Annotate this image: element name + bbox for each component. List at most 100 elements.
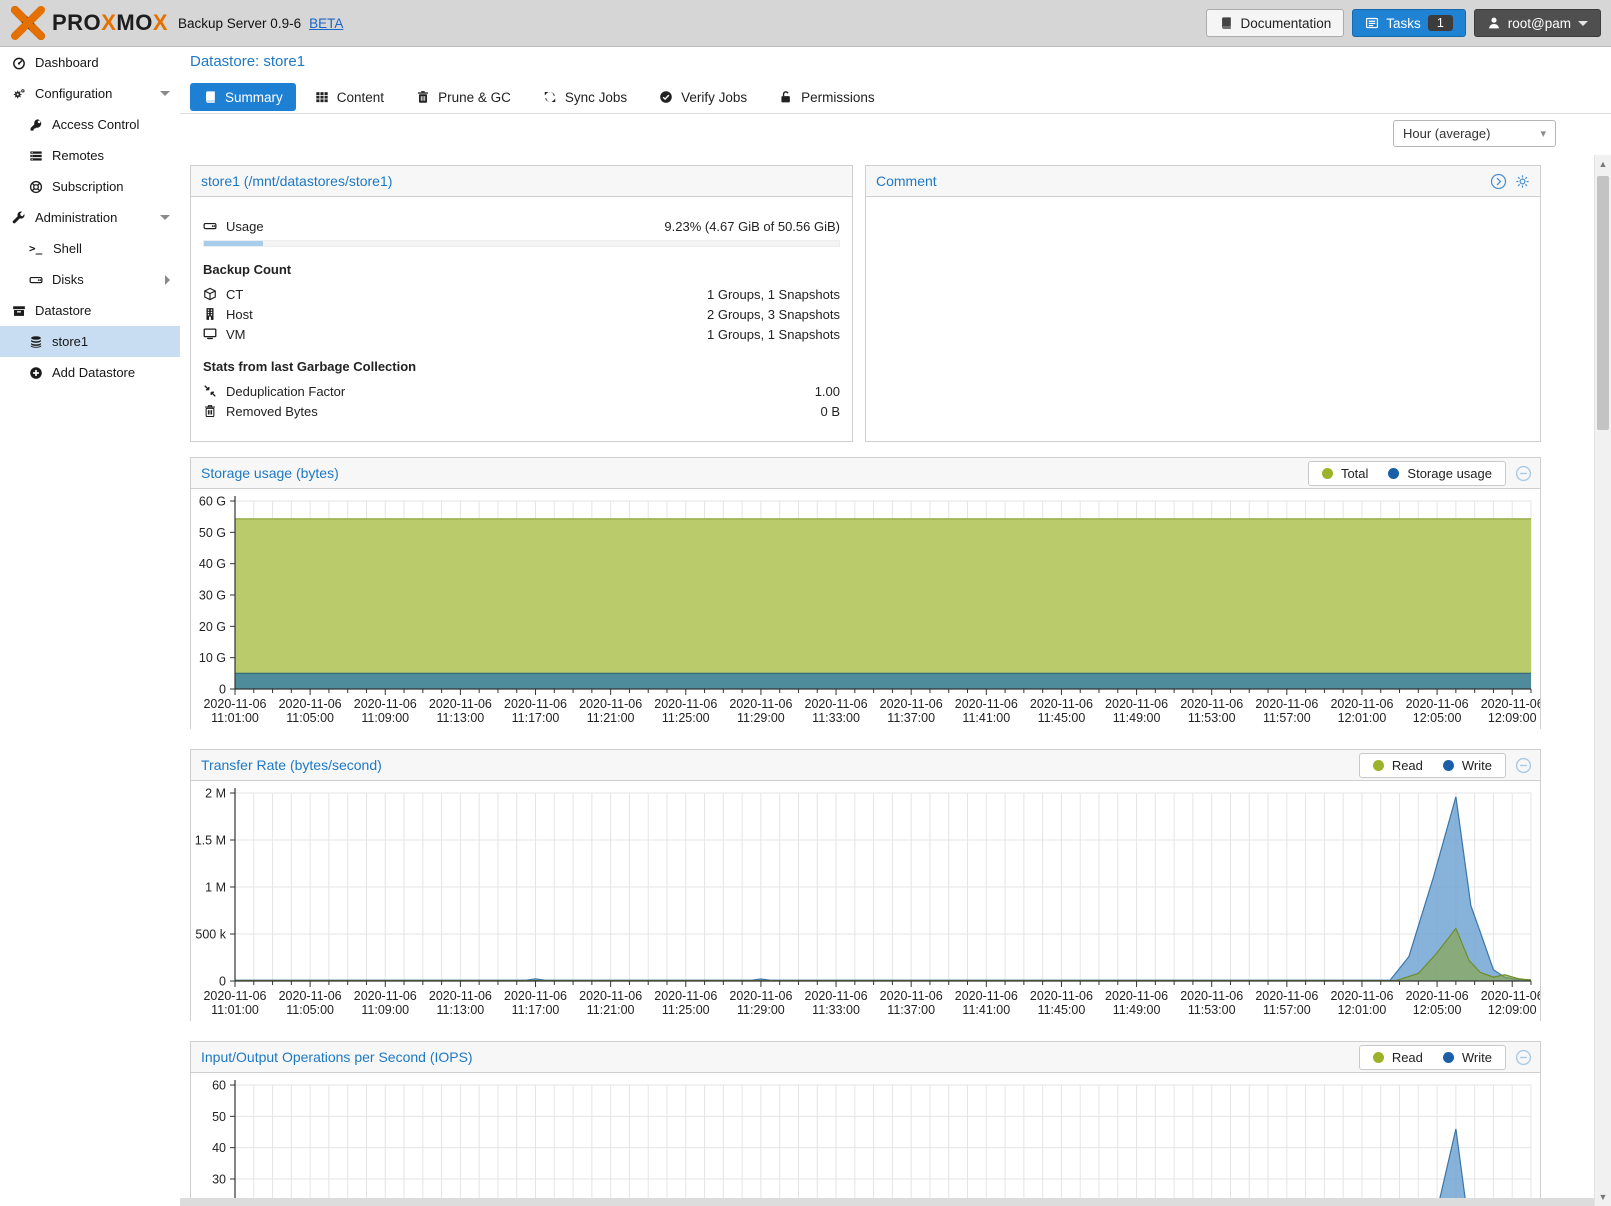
- page-title: Datastore: store1: [190, 53, 306, 70]
- iops-chart: 01020304050602020-11-0611:01:002020-11-0…: [191, 1073, 1540, 1206]
- svg-text:2020-11-06: 2020-11-06: [1180, 989, 1243, 1003]
- iops-chart-legend: Read Write: [1358, 1044, 1506, 1070]
- usage-progress-bar: [203, 240, 840, 247]
- svg-text:2020-11-06: 2020-11-06: [1105, 697, 1168, 711]
- collapse-caret-icon[interactable]: [160, 91, 170, 96]
- scrollbar-thumb[interactable]: [1597, 176, 1609, 430]
- key-icon: [29, 118, 43, 132]
- time-range-value: Hour (average): [1403, 126, 1491, 141]
- tab-sync-jobs[interactable]: Sync Jobs: [530, 83, 640, 111]
- collapse-chart-icon[interactable]: [1515, 1049, 1532, 1066]
- sidebar-item-remotes[interactable]: Remotes: [0, 140, 180, 171]
- svg-text:500 k: 500 k: [195, 928, 226, 942]
- svg-text:2020-11-06: 2020-11-06: [1330, 697, 1393, 711]
- svg-text:2020-11-06: 2020-11-06: [1330, 989, 1393, 1003]
- sidebar-item-store1[interactable]: store1: [0, 326, 180, 357]
- svg-text:11:45:00: 11:45:00: [1038, 711, 1086, 725]
- ct-row: CT 1 Groups, 1 Snapshots: [203, 284, 840, 304]
- svg-text:40: 40: [212, 1141, 226, 1155]
- tab-prune-gc[interactable]: Prune & GC: [403, 83, 524, 111]
- svg-text:11:05:00: 11:05:00: [286, 1003, 334, 1017]
- collapse-chart-icon[interactable]: [1515, 757, 1532, 774]
- legend-item-write[interactable]: Write: [1442, 1050, 1492, 1065]
- scroll-up-arrow[interactable]: ▲: [1598, 159, 1608, 169]
- svg-text:2020-11-06: 2020-11-06: [429, 989, 492, 1003]
- scroll-down-arrow[interactable]: ▼: [1598, 1192, 1608, 1202]
- svg-text:40 G: 40 G: [199, 557, 226, 571]
- usage-label: Usage: [226, 218, 264, 234]
- sidebar-item-shell[interactable]: >_ Shell: [29, 241, 82, 256]
- svg-text:11:53:00: 11:53:00: [1188, 1003, 1236, 1017]
- documentation-button[interactable]: Documentation: [1206, 9, 1345, 37]
- svg-text:2020-11-06: 2020-11-06: [354, 989, 417, 1003]
- main-content: Datastore: store1 Summary Content Prune …: [180, 47, 1611, 1206]
- svg-text:2020-11-06: 2020-11-06: [654, 697, 717, 711]
- svg-text:11:45:00: 11:45:00: [1038, 1003, 1086, 1017]
- wrench-icon: [12, 211, 26, 225]
- tab-verify-jobs[interactable]: Verify Jobs: [646, 83, 760, 111]
- svg-text:60 G: 60 G: [199, 495, 226, 509]
- collapse-chart-icon[interactable]: [1515, 465, 1532, 482]
- sidebar-item-administration[interactable]: Administration: [0, 202, 180, 233]
- legend-item-total[interactable]: Total: [1321, 466, 1368, 481]
- expand-circle-icon[interactable]: [1490, 173, 1507, 190]
- legend-item-read[interactable]: Read: [1372, 758, 1423, 773]
- legend-item-write[interactable]: Write: [1442, 758, 1492, 773]
- expand-caret-icon[interactable]: [165, 274, 170, 285]
- comment-panel-title: Comment: [876, 173, 937, 189]
- svg-text:2020-11-06: 2020-11-06: [579, 989, 642, 1003]
- documentation-label: Documentation: [1240, 15, 1332, 31]
- svg-text:11:57:00: 11:57:00: [1263, 711, 1311, 725]
- iops-chart-title: Input/Output Operations per Second (IOPS…: [201, 1049, 473, 1065]
- usage-progress-fill: [204, 241, 263, 246]
- tab-permissions[interactable]: Permissions: [766, 83, 888, 111]
- legend-item-read[interactable]: Read: [1372, 1050, 1423, 1065]
- user-menu-button[interactable]: root@pam: [1473, 9, 1601, 37]
- svg-text:12:09:00: 12:09:00: [1488, 711, 1537, 725]
- beta-link[interactable]: BETA: [309, 15, 344, 31]
- legend-dot: [1321, 467, 1333, 479]
- svg-text:1.5 M: 1.5 M: [195, 834, 226, 848]
- horizontal-scroll-track[interactable]: [180, 1198, 1594, 1206]
- tasks-button[interactable]: Tasks 1: [1352, 9, 1466, 37]
- svg-text:2020-11-06: 2020-11-06: [955, 989, 1018, 1003]
- store1-panel-title: store1 (/mnt/datastores/store1): [201, 173, 393, 189]
- trash-icon: [203, 404, 217, 418]
- svg-text:11:37:00: 11:37:00: [887, 1003, 935, 1017]
- tabstrip-divider: [180, 113, 1611, 114]
- sidebar: Dashboard Configuration Access Control R…: [0, 47, 180, 1206]
- collapse-caret-icon[interactable]: [160, 215, 170, 220]
- svg-text:11:05:00: 11:05:00: [286, 711, 334, 725]
- svg-text:2020-11-06: 2020-11-06: [279, 989, 342, 1003]
- svg-text:2020-11-06: 2020-11-06: [1406, 697, 1469, 711]
- sidebar-item-disks[interactable]: Disks: [0, 264, 180, 295]
- sidebar-item-datastore[interactable]: Datastore: [0, 295, 180, 326]
- svg-text:2020-11-06: 2020-11-06: [654, 989, 717, 1003]
- svg-text:2020-11-06: 2020-11-06: [805, 989, 868, 1003]
- time-range-select[interactable]: Hour (average) ▾: [1393, 120, 1556, 147]
- svg-text:2020-11-06: 2020-11-06: [504, 989, 567, 1003]
- sidebar-item-dashboard[interactable]: Dashboard: [0, 47, 180, 78]
- svg-text:2020-11-06: 2020-11-06: [880, 697, 943, 711]
- trash-icon: [416, 90, 430, 104]
- svg-text:0: 0: [219, 975, 226, 989]
- book-icon: [1219, 16, 1233, 30]
- sidebar-item-subscription[interactable]: Subscription: [0, 171, 180, 202]
- tab-summary[interactable]: Summary: [190, 83, 296, 111]
- database-icon: [29, 335, 43, 349]
- sidebar-item-configuration[interactable]: Configuration: [0, 78, 180, 109]
- svg-text:2020-11-06: 2020-11-06: [1030, 697, 1093, 711]
- vertical-scrollbar[interactable]: ▲ ▼: [1594, 155, 1611, 1206]
- svg-text:2020-11-06: 2020-11-06: [955, 697, 1018, 711]
- tab-content[interactable]: Content: [302, 83, 397, 111]
- svg-text:12:09:00: 12:09:00: [1488, 1003, 1537, 1017]
- gear-icon[interactable]: [1514, 173, 1531, 190]
- comment-panel-body[interactable]: [866, 197, 1540, 441]
- sidebar-item-add-datastore[interactable]: Add Datastore: [0, 357, 180, 388]
- svg-text:2020-11-06: 2020-11-06: [203, 989, 266, 1003]
- svg-text:12:01:00: 12:01:00: [1338, 711, 1387, 725]
- grid-icon: [315, 90, 329, 104]
- legend-item-storage-usage[interactable]: Storage usage: [1388, 466, 1492, 481]
- sidebar-item-access-control[interactable]: Access Control: [0, 109, 180, 140]
